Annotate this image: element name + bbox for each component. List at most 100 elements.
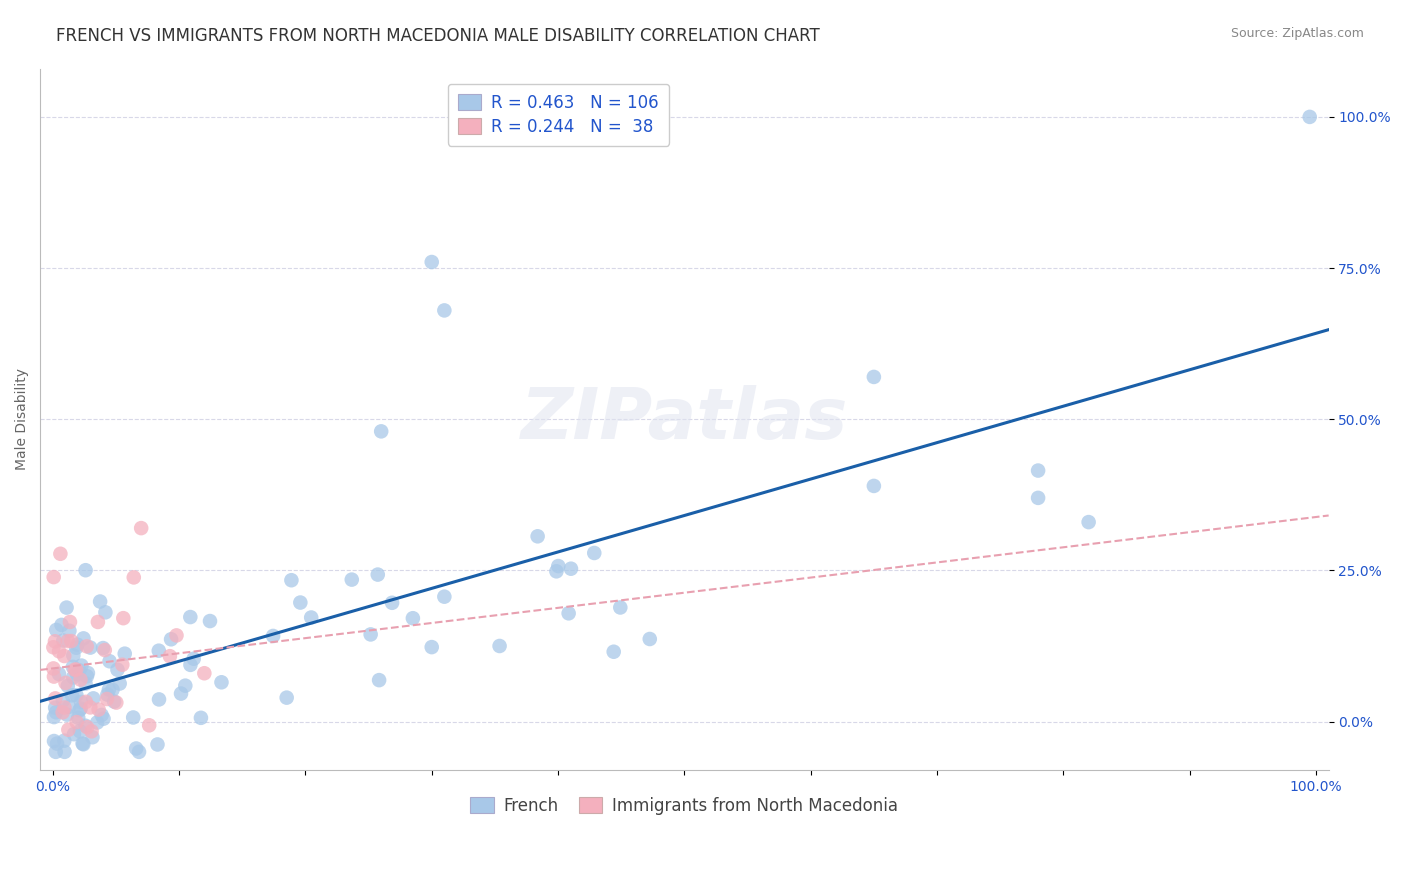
Point	[262, 629, 284, 643]
Point	[368, 673, 391, 687]
Point	[65, 640, 87, 655]
Point	[65, 688, 87, 702]
Point	[526, 529, 548, 543]
Point	[67, 711, 90, 725]
Point	[105, 696, 128, 710]
Point	[46, 737, 69, 751]
Point	[360, 627, 382, 641]
Point	[42, 710, 65, 724]
Point	[198, 614, 221, 628]
Point	[42, 640, 65, 655]
Point	[49, 547, 72, 561]
Point	[547, 559, 569, 574]
Point	[87, 702, 110, 716]
Point	[638, 632, 661, 646]
Point	[370, 425, 392, 439]
Point	[433, 590, 456, 604]
Point	[52, 706, 75, 720]
Point	[557, 607, 579, 621]
Point	[179, 657, 201, 672]
Point	[93, 712, 115, 726]
Point	[299, 610, 322, 624]
Point	[101, 682, 124, 697]
Point	[129, 521, 152, 535]
Point	[75, 563, 97, 577]
Point	[72, 737, 94, 751]
Point	[79, 700, 101, 714]
Point	[56, 679, 79, 693]
Point	[122, 710, 145, 724]
Point	[560, 562, 582, 576]
Point	[420, 640, 443, 654]
Point	[60, 634, 83, 648]
Point	[97, 682, 120, 697]
Point	[159, 649, 181, 664]
Point	[609, 600, 631, 615]
Point	[56, 707, 79, 722]
Point	[174, 679, 197, 693]
Point	[1026, 464, 1049, 478]
Point	[138, 718, 160, 732]
Point	[65, 715, 87, 730]
Point	[276, 690, 298, 705]
Point	[53, 733, 76, 747]
Point	[70, 658, 93, 673]
Point	[367, 567, 389, 582]
Point	[89, 594, 111, 608]
Point	[48, 667, 70, 681]
Point	[94, 643, 117, 657]
Point	[59, 615, 82, 629]
Point	[58, 723, 80, 737]
Point	[1077, 515, 1099, 529]
Point	[112, 611, 135, 625]
Point	[63, 663, 86, 677]
Point	[72, 737, 94, 751]
Point	[45, 623, 67, 637]
Point	[381, 596, 404, 610]
Point	[111, 657, 134, 672]
Point	[76, 640, 98, 654]
Point	[340, 573, 363, 587]
Point	[44, 691, 66, 706]
Point	[42, 570, 65, 584]
Point	[94, 605, 117, 619]
Point	[42, 669, 65, 683]
Point	[103, 694, 125, 708]
Point	[146, 738, 169, 752]
Point	[75, 719, 97, 733]
Point	[44, 634, 66, 648]
Point	[60, 688, 83, 702]
Point	[90, 708, 112, 723]
Point	[211, 675, 233, 690]
Point	[53, 745, 76, 759]
Point	[66, 667, 89, 681]
Point	[44, 700, 66, 714]
Point	[67, 663, 90, 677]
Point	[65, 663, 87, 677]
Legend: French, Immigrants from North Macedonia: French, Immigrants from North Macedonia	[461, 787, 908, 825]
Point	[863, 479, 886, 493]
Point	[96, 688, 118, 702]
Point	[183, 651, 205, 665]
Point	[170, 687, 193, 701]
Point	[72, 632, 94, 646]
Point	[53, 648, 76, 663]
Text: ZIPatlas: ZIPatlas	[520, 384, 848, 454]
Point	[190, 711, 212, 725]
Point	[76, 720, 98, 734]
Point	[602, 645, 624, 659]
Point	[58, 699, 80, 714]
Point	[863, 370, 886, 384]
Point	[79, 640, 101, 655]
Point	[62, 660, 84, 674]
Text: FRENCH VS IMMIGRANTS FROM NORTH MACEDONIA MALE DISABILITY CORRELATION CHART: FRENCH VS IMMIGRANTS FROM NORTH MACEDONI…	[56, 27, 820, 45]
Point	[583, 546, 606, 560]
Point	[148, 643, 170, 657]
Point	[63, 727, 86, 741]
Point	[488, 639, 510, 653]
Y-axis label: Male Disability: Male Disability	[15, 368, 30, 470]
Point	[87, 615, 110, 629]
Point	[77, 665, 100, 680]
Point	[48, 644, 70, 658]
Point	[1026, 491, 1049, 505]
